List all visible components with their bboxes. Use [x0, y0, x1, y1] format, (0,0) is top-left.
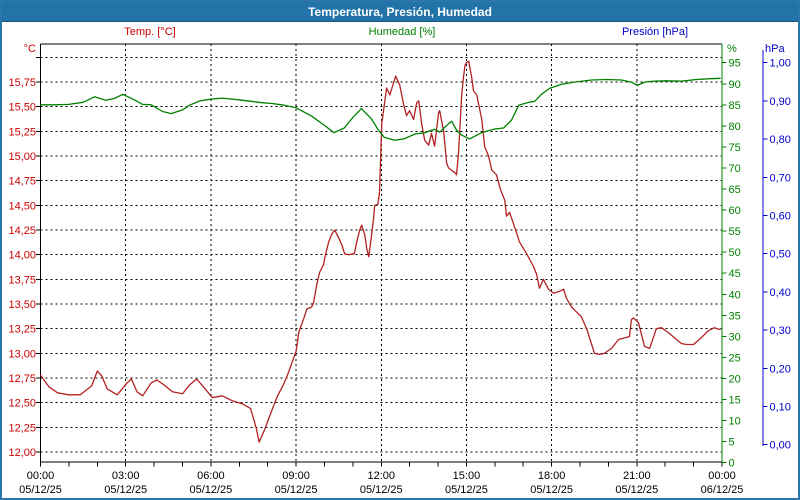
date-tick-label: 05/12/25: [189, 484, 232, 496]
humidity-tick-label: 85: [729, 100, 741, 112]
humidity-tick-label: 45: [729, 268, 741, 280]
date-tick-label: 05/12/25: [360, 484, 403, 496]
temp-tick-label: 12,50: [8, 398, 36, 410]
series-layer: [39, 60, 721, 443]
temp-tick-label: 12,25: [8, 422, 36, 434]
humidity-tick-label: 40: [729, 289, 741, 301]
humidity-tick-label: 15: [729, 395, 741, 407]
time-tick-label: 12:00: [367, 470, 395, 482]
temp-tick-label: 12,75: [8, 373, 36, 385]
time-tick-label: 18:00: [538, 470, 566, 482]
humidity-tick-label: 10: [729, 416, 741, 428]
temp-tick-label: 14,00: [8, 250, 36, 262]
temp-tick-label: 13,75: [8, 274, 36, 286]
date-tick-label: 05/12/25: [19, 484, 62, 496]
temp-tick-label: 15,25: [8, 126, 36, 138]
humidity-tick-label: 80: [729, 121, 741, 133]
date-tick-label: 05/12/25: [275, 484, 318, 496]
pressure-tick-label: 0,00: [770, 440, 791, 452]
time-tick-label: 00:00: [27, 470, 55, 482]
humidity-tick-label: 55: [729, 226, 741, 238]
series-line-temp: [39, 60, 721, 443]
time-tick-label: 06:00: [197, 470, 225, 482]
date-tick-label: 05/12/25: [445, 484, 488, 496]
axis-labels-layer: 15,75 15,50 15,25 15,00 14,75 14,50 14,25 14,00…: [8, 58, 790, 496]
axes-layer: [36, 43, 768, 467]
humidity-tick-label: 65: [729, 184, 741, 196]
temp-tick-label: 12,00: [8, 447, 36, 459]
pressure-tick-label: 0,70: [770, 172, 791, 184]
date-tick-label: 05/12/25: [615, 484, 658, 496]
grid-layer: [40, 44, 722, 462]
title-bar: Temperatura, Presión, Humedad: [2, 2, 798, 22]
pressure-tick-label: 0,80: [770, 134, 791, 146]
humidity-tick-label: 25: [729, 352, 741, 364]
humidity-tick-label: 60: [729, 205, 741, 217]
page-title: Temperatura, Presión, Humedad: [308, 4, 492, 19]
time-tick-label: 09:00: [282, 470, 310, 482]
pressure-tick-label: 1,00: [770, 58, 791, 70]
legend-temp: Temp. [°C]: [124, 26, 176, 38]
pressure-tick-label: 0,10: [770, 402, 791, 414]
legend-pressure: Presión [hPa]: [621, 26, 689, 38]
time-tick-label: 21:00: [623, 470, 651, 482]
pressure-tick-label: 0,90: [770, 96, 791, 108]
time-tick-label: 00:00: [708, 470, 736, 482]
time-tick-label: 03:00: [112, 470, 140, 482]
humidity-tick-label: 35: [729, 310, 741, 322]
humidity-tick-label: 30: [729, 331, 741, 343]
series-line-humidity: [40, 77, 721, 141]
temp-axis-unit: °C: [23, 43, 36, 55]
humidity-tick-label: 0: [729, 458, 735, 470]
temp-tick-label: 14,50: [8, 200, 36, 212]
date-tick-label: 05/12/25: [104, 484, 147, 496]
humidity-tick-label: 5: [729, 437, 735, 449]
legend-humidity: Humedad [%]: [368, 26, 436, 38]
humidity-axis-unit: %: [727, 43, 737, 55]
pressure-axis-unit: hPa: [765, 43, 785, 55]
pressure-tick-label: 0,20: [770, 363, 791, 375]
temp-tick-label: 13,50: [8, 299, 36, 311]
humidity-tick-label: 50: [729, 247, 741, 259]
date-tick-label: 06/12/25: [701, 484, 744, 496]
temp-tick-label: 15,00: [8, 151, 36, 163]
temp-tick-label: 14,25: [8, 225, 36, 237]
temp-tick-label: 13,00: [8, 348, 36, 360]
temp-tick-label: 14,75: [8, 176, 36, 188]
temp-tick-label: 15,50: [8, 102, 36, 114]
pressure-tick-label: 0,40: [770, 287, 791, 299]
humidity-tick-label: 90: [729, 79, 741, 91]
humidity-tick-label: 75: [729, 142, 741, 154]
pressure-tick-label: 0,60: [770, 211, 791, 223]
pressure-tick-label: 0,50: [770, 249, 791, 261]
temp-tick-label: 15,75: [8, 77, 36, 89]
time-tick-label: 15:00: [453, 470, 481, 482]
pressure-tick-label: 0,30: [770, 325, 791, 337]
temp-tick-label: 13,25: [8, 324, 36, 336]
humidity-tick-label: 20: [729, 373, 741, 385]
date-tick-label: 05/12/25: [530, 484, 573, 496]
humidity-tick-label: 70: [729, 163, 741, 175]
humidity-tick-label: 95: [729, 58, 741, 70]
